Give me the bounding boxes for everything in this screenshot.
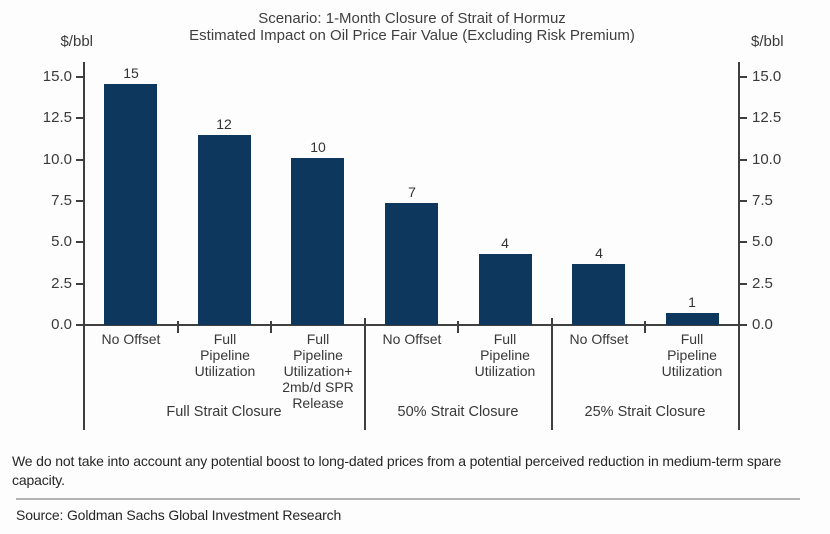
x-axis-line [83,324,740,326]
y-axis-tick-label-right: 0.0 [752,316,773,333]
bar-value-label: 12 [216,116,232,132]
chart-title-line2: Estimated Impact on Oil Price Fair Value… [189,27,635,44]
category-label-line: Pipeline [480,347,530,363]
group-divider-line [364,318,366,430]
bar [572,264,625,325]
y-axis-tick-label-left: 15.0 [42,68,72,86]
category-label: No Offset [365,331,459,347]
category-tick [457,321,459,333]
bar [479,254,532,325]
divider-line [16,498,800,500]
bar [104,84,157,325]
category-tick [270,321,272,333]
bar [666,313,719,325]
bar-value-label: 4 [595,245,603,261]
category-label: Full Pipeline Utilization [458,331,552,379]
y-axis-tick-left [76,76,83,79]
y-axis-tick-right [740,76,747,79]
y-axis-tick-left [76,241,83,244]
y-axis-tick-label-right: 12.5 [752,109,782,127]
bar [385,203,438,325]
y-axis-tick-label-left: 10.0 [42,150,72,168]
y-axis-tick-label-left: 12.5 [42,109,72,127]
category-tick [644,321,646,333]
y-axis-tick-label-right: 2.5 [752,274,773,292]
y-axis-tick-label-left: 2.5 [51,274,72,292]
category-label-line: Utilization [194,363,256,379]
y-axis-tick-label-left: 7.5 [51,192,72,210]
category-label-line: Utilization [661,363,723,379]
chart-title-line1: Scenario: 1-Month Closure of Strait of H… [258,10,566,27]
source-line: Source: Goldman Sachs Global Investment … [16,507,342,523]
bar-value-label: 4 [501,235,509,251]
category-label-line: Full [306,331,330,347]
y-axis-tick-right [740,117,747,120]
category-label: No Offset [552,331,646,347]
y-axis-tick-left [76,117,83,120]
category-label-line: Utilization [474,363,536,379]
y-axis-tick-left [76,200,83,203]
y-axis-tick-right [740,158,747,161]
y-axis-unit-right: $/bbl [751,33,784,50]
category-label-line: Pipeline [293,347,343,363]
y-axis-line-right [738,62,740,430]
y-axis-tick-label-right: 7.5 [752,192,773,210]
bar [291,158,344,325]
category-label-line: Pipeline [667,347,717,363]
group-divider-line [551,318,553,430]
y-axis-tick-label-right: 5.0 [752,233,773,251]
bar [198,135,251,325]
group-label: 25% Strait Closure [584,404,706,420]
y-axis-unit-left: $/bbl [60,33,93,50]
y-axis-tick-label-right: 15.0 [752,68,782,86]
y-axis-tick-left [76,282,83,285]
group-label: Full Strait Closure [166,404,282,420]
y-axis-tick-right [740,241,747,244]
category-label: Full Pipeline Utilization+ 2mb/d SPR Release [271,331,365,411]
category-label-line: Utilization+ [283,363,353,379]
category-label-line: Full [493,331,517,347]
category-label-line: No Offset [382,331,442,347]
y-axis-tick-left [76,158,83,161]
category-label-line: 2mb/d SPR [282,379,354,395]
category-label: Full Pipeline Utilization [645,331,739,379]
y-axis-tick-right [740,324,747,326]
category-label-line: Full [213,331,237,347]
group-label: 50% Strait Closure [397,404,519,420]
y-axis-tick-left [76,324,83,326]
y-axis-line-left [83,62,85,430]
y-axis-tick-right [740,282,747,285]
category-label-line: Pipeline [200,347,250,363]
chart-title: Scenario: 1-Month Closure of Strait of H… [0,10,824,44]
category-label-line: No Offset [101,331,161,347]
category-label: Full Pipeline Utilization [178,331,272,379]
y-axis-tick-right [740,200,747,203]
bar-value-label: 1 [688,294,696,310]
category-label-line: Release [292,395,344,411]
y-axis-tick-label-left: 5.0 [51,233,72,251]
category-tick [177,321,179,333]
bar-value-label: 10 [310,139,326,155]
bar-value-label: 7 [408,184,416,200]
bar-value-label: 15 [123,65,139,81]
category-label-line: Full [680,331,704,347]
footnote-text: We do not take into account any potentia… [12,453,782,488]
y-axis-tick-label-right: 10.0 [752,150,782,168]
y-axis-tick-label-left: 0.0 [51,316,72,333]
category-label: No Offset [84,331,178,347]
category-label-line: No Offset [569,331,629,347]
